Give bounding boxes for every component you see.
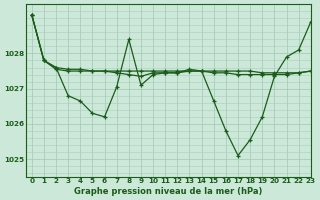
- X-axis label: Graphe pression niveau de la mer (hPa): Graphe pression niveau de la mer (hPa): [74, 187, 262, 196]
